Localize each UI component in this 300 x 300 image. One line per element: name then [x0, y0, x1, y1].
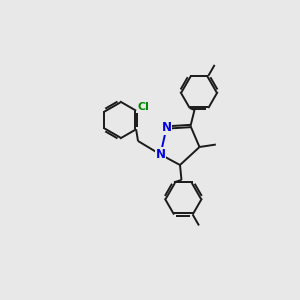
- Text: Cl: Cl: [137, 101, 149, 112]
- Text: N: N: [155, 148, 166, 161]
- Text: N: N: [161, 121, 172, 134]
